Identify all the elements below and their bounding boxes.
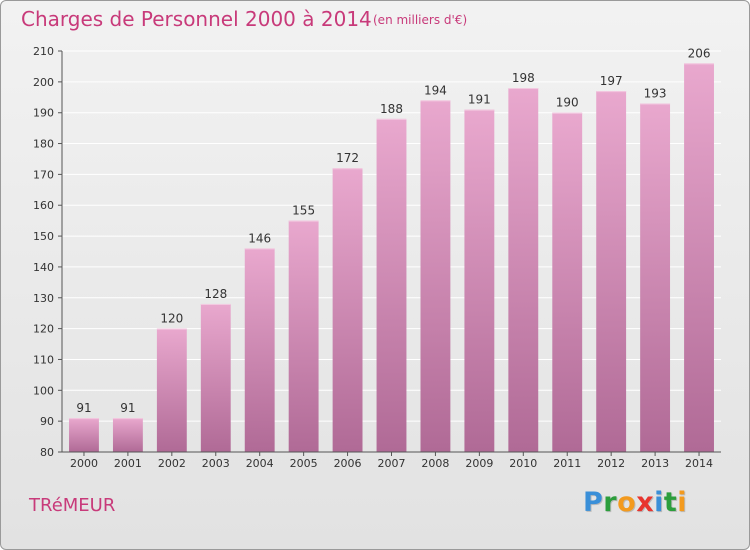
bar bbox=[288, 220, 319, 452]
x-tick-label: 2003 bbox=[202, 457, 230, 470]
bar bbox=[596, 91, 627, 452]
x-tick-label: 2004 bbox=[246, 457, 274, 470]
x-tick-label: 2014 bbox=[685, 457, 713, 470]
x-tick-label: 2010 bbox=[509, 457, 537, 470]
y-tick-label: 110 bbox=[33, 353, 54, 366]
y-tick-label: 180 bbox=[33, 138, 54, 151]
logo-letter: x bbox=[636, 487, 655, 518]
y-tick-label: 90 bbox=[40, 415, 54, 428]
x-tick-label: 2000 bbox=[70, 457, 98, 470]
commune-name: TRéMEUR bbox=[29, 495, 116, 516]
y-tick-label: 140 bbox=[33, 261, 54, 274]
bar bbox=[156, 328, 187, 452]
bar bbox=[420, 100, 451, 452]
data-label: 91 bbox=[120, 401, 135, 415]
data-label: 198 bbox=[512, 71, 535, 85]
logo-letter: i bbox=[677, 487, 688, 518]
x-tick-label: 2006 bbox=[334, 457, 362, 470]
data-label: 128 bbox=[204, 287, 227, 301]
bar bbox=[508, 88, 539, 452]
axes: 80 90 100 110 120 130 140 150 160 170 180 190 200 210… bbox=[33, 45, 721, 470]
data-label: 190 bbox=[556, 96, 579, 110]
x-tick-label: 2007 bbox=[378, 457, 406, 470]
y-tick-label: 150 bbox=[33, 230, 54, 243]
chart-subtitle: (en milliers d'€) bbox=[373, 13, 468, 27]
x-tick-label: 2008 bbox=[421, 457, 449, 470]
logo-letter: P bbox=[583, 487, 604, 518]
x-tick-label: 2005 bbox=[290, 457, 318, 470]
bar bbox=[112, 418, 143, 452]
data-label: 206 bbox=[688, 46, 711, 60]
logo-letter: i bbox=[654, 487, 664, 518]
y-tick-label: 130 bbox=[33, 292, 54, 305]
y-tick-label: 160 bbox=[33, 199, 54, 212]
y-tick-label: 120 bbox=[33, 323, 54, 336]
x-tick-label: 2012 bbox=[597, 457, 625, 470]
bar bbox=[464, 109, 495, 452]
y-tick-label: 100 bbox=[33, 384, 54, 397]
y-tick-label: 200 bbox=[33, 76, 54, 89]
data-label: 146 bbox=[248, 231, 271, 245]
data-label: 188 bbox=[380, 102, 403, 116]
bar bbox=[684, 63, 714, 452]
y-tick-label: 190 bbox=[33, 107, 54, 120]
y-tick-label: 170 bbox=[33, 168, 54, 181]
data-label: 155 bbox=[292, 204, 315, 218]
data-label: 120 bbox=[160, 312, 183, 326]
bar bbox=[332, 168, 363, 452]
x-tick-label: 2002 bbox=[158, 457, 186, 470]
bars bbox=[69, 63, 714, 452]
x-tick-label: 2001 bbox=[114, 457, 142, 470]
data-label: 172 bbox=[336, 151, 359, 165]
data-label: 197 bbox=[600, 74, 623, 88]
logo-letter: o bbox=[617, 487, 637, 518]
x-tick-label: 2011 bbox=[553, 457, 581, 470]
data-label: 91 bbox=[76, 401, 91, 415]
bar bbox=[376, 118, 407, 452]
bar bbox=[244, 248, 275, 452]
y-tick-label: 80 bbox=[40, 446, 54, 459]
bar bbox=[640, 103, 671, 452]
bar bbox=[552, 112, 583, 452]
x-tick-label: 2009 bbox=[465, 457, 493, 470]
data-label: 193 bbox=[644, 86, 667, 100]
data-label: 194 bbox=[424, 83, 447, 97]
bar bbox=[69, 418, 99, 452]
logo-letter: r bbox=[603, 487, 618, 518]
chart-title: Charges de Personnel 2000 à 2014 bbox=[21, 7, 372, 31]
y-tick-label: 210 bbox=[33, 45, 54, 58]
data-labels: 91 91 120 128 146 155 172 188 194 191 198 190 197 193… bbox=[76, 46, 710, 415]
data-label: 191 bbox=[468, 93, 491, 107]
bar bbox=[200, 303, 231, 452]
x-tick-label: 2013 bbox=[641, 457, 669, 470]
proxiti-logo[interactable]: Proxiti bbox=[583, 487, 687, 518]
logo-letter: t bbox=[663, 487, 678, 518]
